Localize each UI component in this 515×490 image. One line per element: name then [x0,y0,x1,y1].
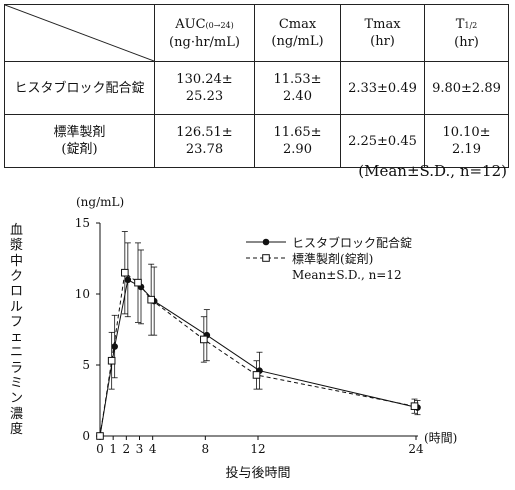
data-point [107,356,116,365]
y-axis-label-char: ラ [10,360,24,376]
data-point [124,276,132,284]
data-point [147,295,155,304]
y-axis-label-char: ル [10,299,24,315]
y-axis-label-char: ク [10,268,24,284]
series-line-1 [99,279,418,437]
y-axis-label-char: 血 [10,223,24,238]
table-cell-auc: 130.24± 25.23 [154,61,255,115]
table-header-row: AUC(0→24) (ng·hr/mL) Cmax (ng/mL) Tmax (… [4,4,509,62]
x-tick-label: 8 [202,442,210,456]
table-cell-tmax: 2.33±0.49 [340,61,425,115]
y-tick-label: 0 [82,429,90,443]
series-line-2 [99,271,415,437]
y-axis-label-char: フ [10,314,24,330]
y-tick-label: 5 [82,358,90,372]
x-tick-label: 0 [96,442,104,456]
y-axis-label-char: ン [10,391,24,407]
y-axis-label-char: 漿 [10,238,24,254]
header-tmax: Tmax (hr) [340,4,425,62]
data-point [410,402,419,410]
table-row: 標準製剤 (錠剤) 126.51± 23.78 11.65± 2.90 2.25±0.… [4,114,509,168]
table-cell-t-half: 9.80±2.89 [424,61,509,115]
header-cmax: Cmax (ng/mL) [254,4,341,62]
x-axis-label: 投与後時間 [225,465,290,481]
x-tick-label: 1 [109,442,117,456]
table-cell-cmax: 11.53± 2.40 [254,61,341,115]
table-cell-auc: 126.51± 23.78 [154,114,255,168]
table-footnote: (Mean±S.D., n=12) [358,162,507,180]
data-point [252,371,261,379]
y-axis-label-char: ニ [10,345,24,361]
table-cell-cmax: 11.65± 2.90 [254,114,341,168]
y-tick-label: 15 [75,216,90,230]
y-axis-label-char: 濃 [10,406,24,422]
y-tick-label: 10 [75,287,90,301]
x-tick-label: 4 [149,442,157,456]
x-tick-label: 3 [136,442,144,456]
legend-marker-1 [262,238,270,246]
table-row: ヒスタブロック配合錠 130.24± 25.23 11.53± 2.40 2.33±… [4,61,509,115]
table-cell-tmax: 2.25±0.45 [340,114,425,168]
data-point [121,268,129,277]
data-point [96,432,104,440]
legend-label-2: 標準製剤(錠剤) [292,251,373,266]
data-point [200,335,208,344]
legend-marker-2 [262,254,270,262]
y-axis-label-char: 中 [10,253,24,269]
y-axis-unit: (ng/mL) [76,195,124,209]
legend-note: Mean±S.D., n=12 [292,268,402,282]
row-label-test-tablet: ヒスタブロック配合錠 [4,61,155,115]
data-point [111,343,118,350]
data-point [134,278,142,287]
y-axis-label-char: ミ [10,376,24,391]
x-tick-label: 2 [123,442,131,456]
x-tick-label: 24 [408,442,424,456]
header-t-half: T1/2 (hr) [424,4,509,62]
legend-label-1: ヒスタブロック配合錠 [292,235,412,250]
x-axis-unit: (時間) [424,431,457,445]
y-axis-label-char: 度 [10,421,24,437]
y-axis-label-char: ェ [10,330,24,346]
row-label-reference-tablet: 標準製剤 (錠剤) [4,114,155,168]
table-cell-t-half: 10.10± 2.19 [424,114,509,168]
table-corner-cell [4,4,155,62]
x-tick-label: 12 [250,442,265,456]
y-axis-label-char: ロ [10,284,24,300]
pk-parameter-table: AUC(0→24) (ng·hr/mL) Cmax (ng/mL) Tmax (… [4,4,509,168]
header-auc: AUC(0→24) (ng·hr/mL) [154,4,255,62]
